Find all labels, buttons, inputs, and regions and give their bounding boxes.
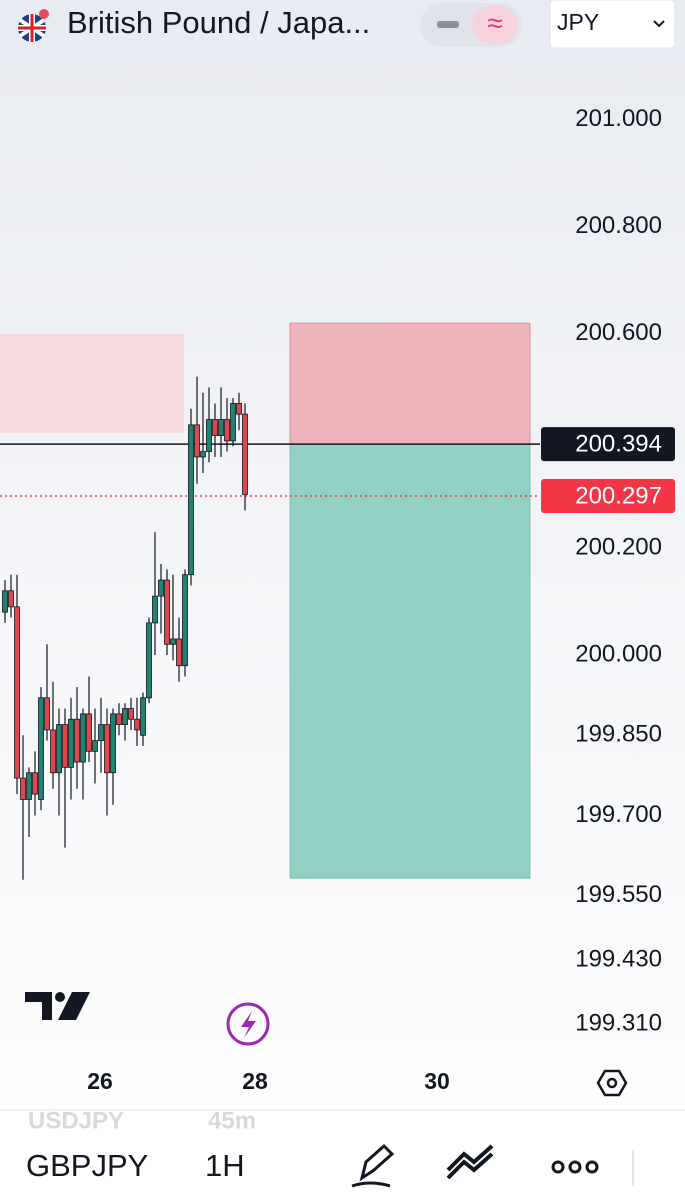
candle-body bbox=[164, 579, 170, 645]
y-tick-label: 199.700 bbox=[575, 801, 662, 828]
y-tick-label: 201.000 bbox=[575, 105, 662, 132]
target-zone bbox=[289, 443, 531, 879]
currency: JPY bbox=[557, 9, 599, 35]
candle-body bbox=[50, 729, 56, 774]
tv-logo bbox=[25, 992, 90, 1020]
faded-symbol: USDJPY bbox=[28, 1107, 124, 1134]
candle-body bbox=[176, 638, 182, 667]
y-tick-label: 200.800 bbox=[575, 212, 662, 239]
candle-body bbox=[122, 708, 128, 725]
last-price-label: 200.394 bbox=[575, 430, 662, 457]
candle-body bbox=[8, 590, 14, 608]
faded-interval: 45m bbox=[208, 1107, 256, 1134]
candle-body bbox=[230, 403, 236, 442]
candle-body bbox=[74, 718, 80, 763]
y-tick-label: 200.200 bbox=[575, 533, 662, 560]
stop-zone bbox=[289, 322, 531, 445]
candle-body bbox=[128, 708, 134, 720]
draw-tool-icon[interactable] bbox=[351, 1143, 395, 1188]
candle-body bbox=[206, 419, 212, 453]
candle-body bbox=[68, 718, 74, 768]
toggle-active bbox=[472, 6, 518, 44]
candle-body bbox=[242, 413, 248, 495]
candle-body bbox=[38, 697, 44, 800]
candle-body bbox=[182, 574, 188, 667]
dropdown-arrow bbox=[653, 20, 665, 28]
candle-body bbox=[20, 777, 26, 800]
candle-body bbox=[200, 451, 206, 458]
candle-body bbox=[32, 772, 38, 795]
y-tick-label: 199.430 bbox=[575, 945, 662, 972]
candle-body bbox=[218, 419, 224, 436]
x-label: 30 bbox=[424, 1068, 450, 1094]
candle-body bbox=[116, 713, 122, 725]
candle-body bbox=[86, 713, 92, 752]
candle-body bbox=[236, 403, 242, 415]
candle-body bbox=[98, 724, 104, 742]
y-tick-label: 199.550 bbox=[575, 881, 662, 908]
currency-dropdown[interactable] bbox=[549, 0, 676, 49]
footer-interval[interactable]: 1H bbox=[205, 1148, 245, 1183]
bid-price-label: 200.297 bbox=[575, 482, 662, 509]
more-icon[interactable] bbox=[551, 1160, 599, 1174]
indicator-icon[interactable] bbox=[446, 1144, 494, 1180]
settings-icon[interactable] bbox=[596, 1069, 628, 1097]
candle-body bbox=[62, 724, 68, 768]
last-price-tag bbox=[541, 427, 675, 462]
x-label: 26 bbox=[87, 1068, 113, 1094]
candle-body bbox=[152, 595, 158, 624]
candle-body bbox=[44, 697, 50, 731]
footer-bar bbox=[0, 1110, 685, 1199]
candle-body bbox=[104, 724, 110, 774]
candle-body bbox=[224, 419, 230, 442]
settings-icon-dot bbox=[606, 1077, 618, 1089]
candle-body bbox=[212, 419, 218, 436]
wave-icon: ≈ bbox=[487, 7, 502, 38]
candle-body bbox=[26, 772, 32, 800]
candle-body bbox=[194, 424, 200, 458]
candle-body bbox=[80, 713, 86, 763]
candle-body bbox=[170, 638, 176, 645]
plot: 201.000 200.800 200.600 200.200 200.000 199.8… bbox=[0, 105, 675, 1037]
flag-icon bbox=[18, 9, 49, 42]
candle-body bbox=[92, 740, 98, 752]
candle-body bbox=[14, 606, 20, 779]
candle-body bbox=[110, 713, 116, 774]
candle-body bbox=[134, 718, 140, 731]
y-tick-label: 199.850 bbox=[575, 721, 662, 748]
candle-body bbox=[188, 424, 194, 576]
symbol-title: British Pound / Japa... bbox=[67, 5, 370, 40]
candle-body bbox=[146, 622, 152, 699]
footer-symbol[interactable]: GBPJPY bbox=[26, 1148, 148, 1183]
x-label: 28 bbox=[242, 1068, 268, 1094]
candle-body bbox=[56, 724, 62, 774]
y-tick-label: 200.600 bbox=[575, 319, 662, 346]
toggle-icon bbox=[437, 21, 459, 28]
candle-body bbox=[2, 590, 8, 613]
y-tick-label: 199.310 bbox=[575, 1010, 662, 1037]
lightning-button[interactable] bbox=[226, 1002, 270, 1046]
candle-body bbox=[140, 697, 146, 736]
lightning-icon bbox=[241, 1011, 256, 1038]
zone bbox=[0, 333, 184, 433]
candle-body bbox=[158, 579, 164, 597]
bid-price-tag bbox=[541, 479, 675, 514]
y-tick-label: 200.000 bbox=[575, 640, 662, 667]
